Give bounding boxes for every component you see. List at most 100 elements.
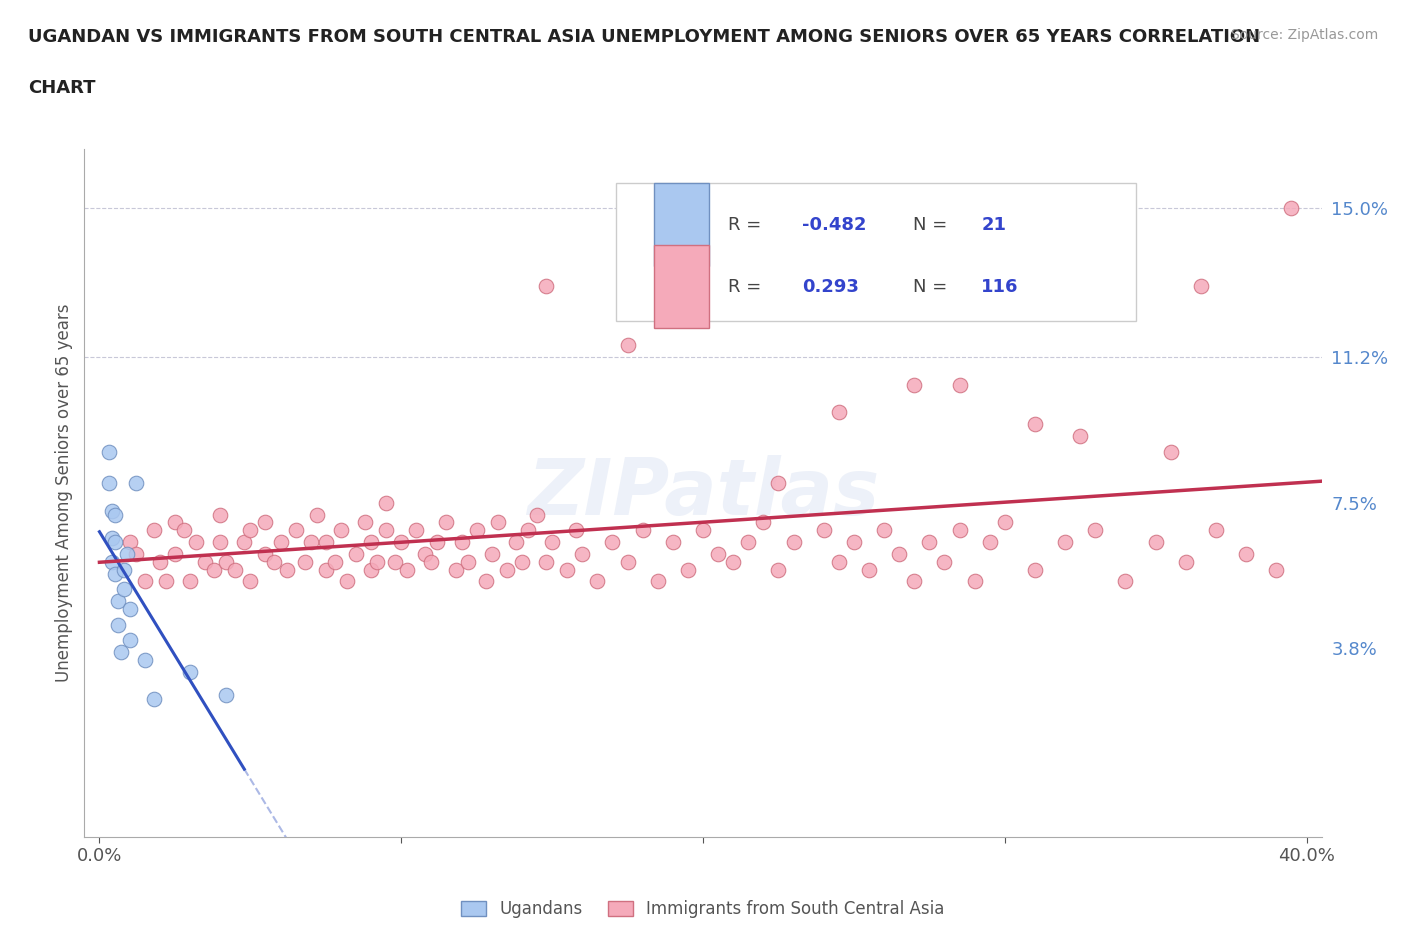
FancyBboxPatch shape bbox=[654, 183, 709, 266]
Point bbox=[1160, 445, 1182, 459]
Point bbox=[1114, 574, 1136, 589]
Point bbox=[813, 523, 835, 538]
Point bbox=[631, 523, 654, 538]
Text: 21: 21 bbox=[981, 216, 1007, 233]
Point bbox=[239, 574, 262, 589]
Point bbox=[420, 554, 443, 569]
Point bbox=[142, 692, 165, 707]
Point bbox=[118, 602, 141, 617]
Point bbox=[375, 496, 398, 511]
Point bbox=[360, 562, 382, 577]
Point bbox=[215, 688, 238, 703]
Point bbox=[405, 523, 427, 538]
Point bbox=[103, 507, 125, 522]
Point bbox=[782, 535, 804, 550]
Point bbox=[903, 378, 925, 392]
Point bbox=[100, 503, 122, 518]
Point bbox=[873, 523, 896, 538]
Point bbox=[344, 547, 367, 562]
Point bbox=[510, 554, 533, 569]
Point bbox=[163, 547, 186, 562]
Point bbox=[315, 562, 337, 577]
Point bbox=[565, 523, 588, 538]
Point bbox=[505, 535, 527, 550]
Point bbox=[1054, 535, 1077, 550]
Point bbox=[768, 475, 790, 490]
Point bbox=[903, 574, 925, 589]
Point bbox=[662, 535, 685, 550]
FancyBboxPatch shape bbox=[654, 246, 709, 328]
Point bbox=[149, 554, 172, 569]
Point bbox=[209, 507, 232, 522]
Point bbox=[555, 562, 578, 577]
Point bbox=[1205, 523, 1227, 538]
Point bbox=[299, 535, 322, 550]
Point bbox=[124, 475, 146, 490]
Text: R =: R = bbox=[728, 278, 766, 296]
Point bbox=[284, 523, 307, 538]
Point bbox=[107, 593, 129, 608]
Point bbox=[526, 507, 548, 522]
Point bbox=[118, 535, 141, 550]
Legend: Ugandans, Immigrants from South Central Asia: Ugandans, Immigrants from South Central … bbox=[454, 894, 952, 925]
Point bbox=[336, 574, 359, 589]
Point bbox=[179, 664, 201, 679]
Point bbox=[103, 535, 125, 550]
Point bbox=[495, 562, 517, 577]
Point bbox=[994, 515, 1017, 530]
Point bbox=[254, 547, 277, 562]
Point bbox=[124, 547, 146, 562]
Text: N =: N = bbox=[914, 216, 953, 233]
Point bbox=[142, 523, 165, 538]
Point bbox=[110, 644, 132, 659]
Point bbox=[721, 554, 744, 569]
Point bbox=[474, 574, 496, 589]
Point bbox=[366, 554, 388, 569]
Point bbox=[224, 562, 246, 577]
Text: CHART: CHART bbox=[28, 79, 96, 97]
Point bbox=[323, 554, 346, 569]
Point bbox=[375, 523, 398, 538]
Point bbox=[963, 574, 986, 589]
Point bbox=[1189, 279, 1212, 294]
Point bbox=[457, 554, 479, 569]
Point bbox=[294, 554, 316, 569]
Point bbox=[103, 566, 125, 581]
Point bbox=[97, 475, 120, 490]
Point bbox=[215, 554, 238, 569]
Text: 116: 116 bbox=[981, 278, 1019, 296]
Point bbox=[209, 535, 232, 550]
Point bbox=[481, 547, 503, 562]
Point bbox=[396, 562, 419, 577]
Point bbox=[270, 535, 292, 550]
Point bbox=[254, 515, 277, 530]
Point bbox=[97, 445, 120, 459]
Point bbox=[315, 535, 337, 550]
Point bbox=[155, 574, 177, 589]
Point bbox=[465, 523, 488, 538]
Point bbox=[115, 547, 138, 562]
Point bbox=[828, 405, 851, 419]
Point bbox=[934, 554, 956, 569]
Text: Source: ZipAtlas.com: Source: ZipAtlas.com bbox=[1230, 28, 1378, 42]
Point bbox=[842, 535, 865, 550]
Point bbox=[948, 523, 970, 538]
Text: UGANDAN VS IMMIGRANTS FROM SOUTH CENTRAL ASIA UNEMPLOYMENT AMONG SENIORS OVER 65: UGANDAN VS IMMIGRANTS FROM SOUTH CENTRAL… bbox=[28, 28, 1260, 46]
Point bbox=[233, 535, 256, 550]
Point bbox=[389, 535, 412, 550]
Text: ZIPatlas: ZIPatlas bbox=[527, 455, 879, 531]
FancyBboxPatch shape bbox=[616, 183, 1136, 321]
Point bbox=[534, 554, 557, 569]
Point bbox=[112, 562, 135, 577]
Point bbox=[948, 378, 970, 392]
Point bbox=[752, 515, 775, 530]
Point bbox=[107, 618, 129, 632]
Point bbox=[134, 653, 156, 668]
Point bbox=[426, 535, 449, 550]
Point bbox=[163, 515, 186, 530]
Point bbox=[828, 554, 851, 569]
Point bbox=[1024, 417, 1046, 432]
Point bbox=[118, 633, 141, 648]
Point bbox=[173, 523, 195, 538]
Text: R =: R = bbox=[728, 216, 766, 233]
